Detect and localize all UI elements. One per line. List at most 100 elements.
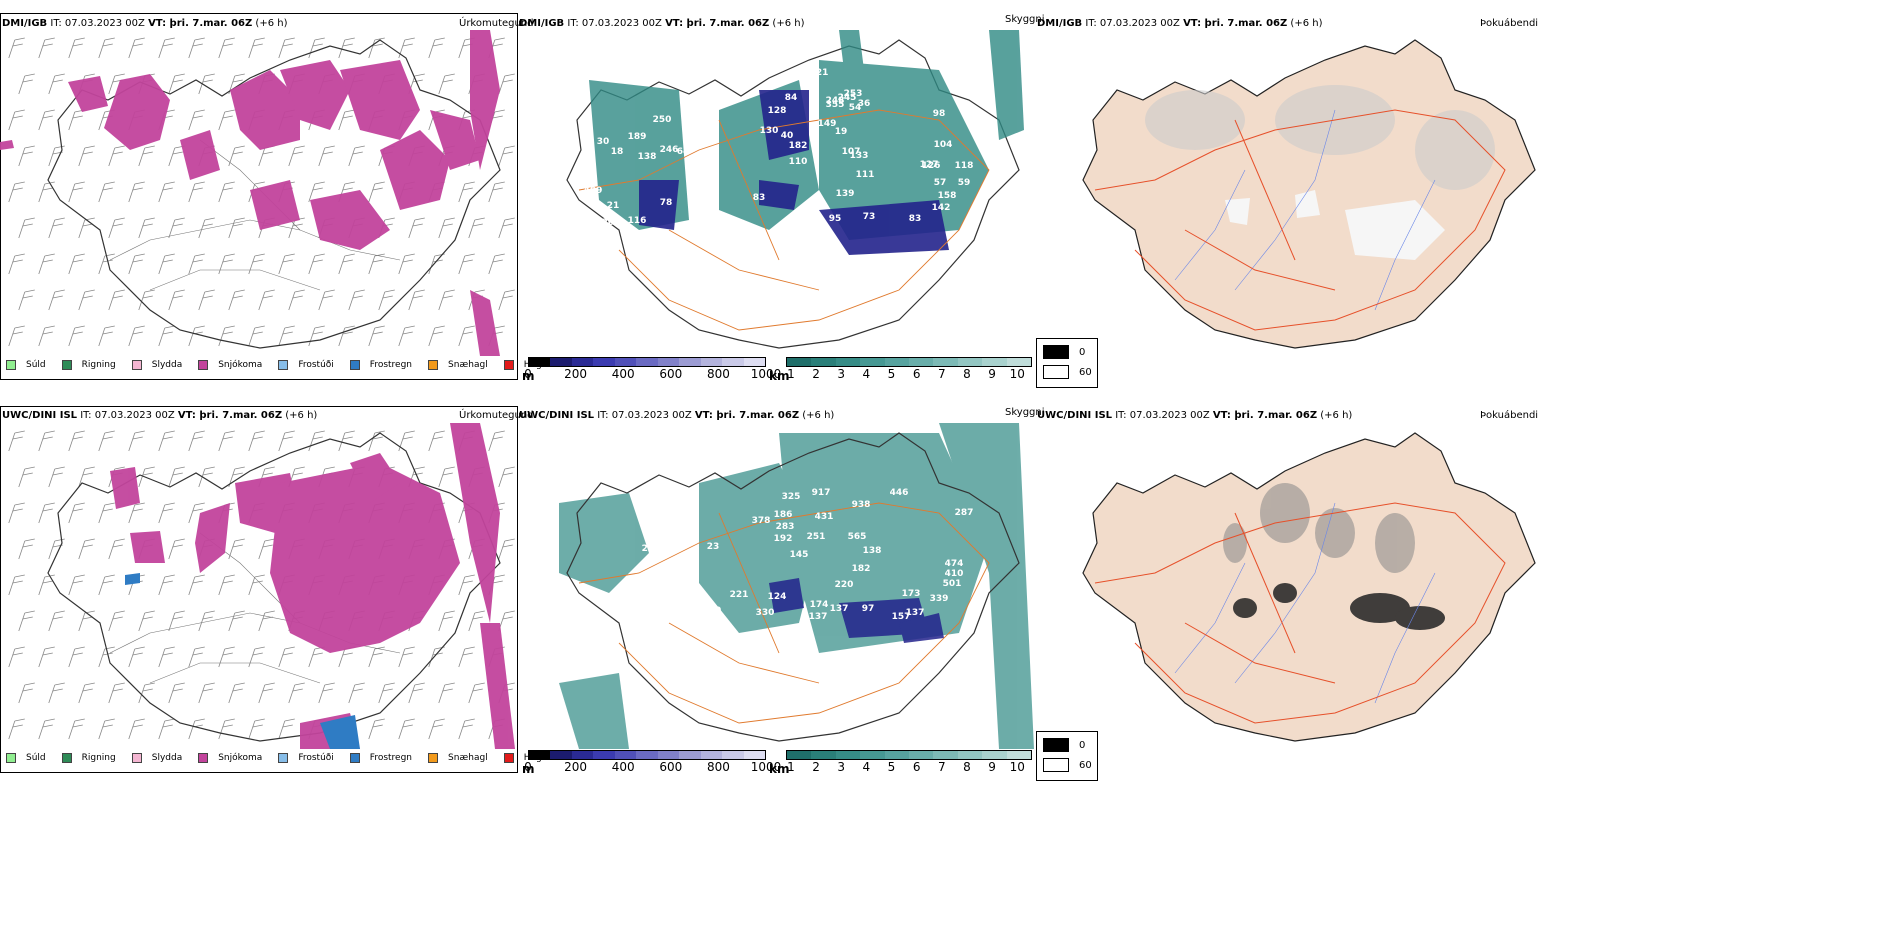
wind-barb bbox=[228, 538, 245, 560]
wind-barb bbox=[438, 217, 455, 239]
wind-barb bbox=[218, 325, 235, 347]
colorbar-tick: 600 bbox=[659, 760, 683, 774]
iceland-coastline bbox=[47, 39, 501, 349]
wind-barb bbox=[98, 574, 115, 596]
cloud-base-value: 186 bbox=[774, 510, 793, 520]
fog-legend-swatch bbox=[1043, 345, 1069, 359]
wind-barb bbox=[438, 610, 455, 632]
colorbar-tick: 800 bbox=[706, 760, 730, 774]
wind-barb bbox=[368, 430, 385, 452]
legend-swatch bbox=[131, 360, 142, 370]
visibility-colorbar: 1 2 3 4 5 6 7 8 9 10 km bbox=[769, 750, 1032, 776]
iceland-coastline bbox=[566, 432, 1020, 742]
legend-label: Frostúði bbox=[298, 753, 334, 763]
wind-barb bbox=[258, 682, 275, 704]
wind-barb bbox=[288, 682, 305, 704]
cloud-base-value: 158 bbox=[938, 191, 957, 201]
colorbar-tick: 3 bbox=[837, 760, 846, 774]
wind-barb bbox=[288, 145, 305, 167]
fog-map bbox=[1082, 39, 1536, 349]
fog-legend-label: 60 bbox=[1079, 366, 1092, 378]
fog-greys bbox=[1145, 85, 1495, 190]
cloud-base-value: 917 bbox=[812, 488, 831, 498]
legend-swatch bbox=[428, 360, 439, 370]
wind-barb bbox=[498, 73, 515, 95]
legend-item: Frostregn bbox=[349, 360, 413, 370]
wind-barb bbox=[48, 466, 65, 488]
colorbar-cells bbox=[786, 750, 1032, 760]
wind-barb bbox=[158, 325, 175, 347]
freezing-rain-areas bbox=[125, 573, 360, 749]
road-network bbox=[578, 502, 990, 724]
colorbar-cell bbox=[860, 751, 885, 759]
cloud-base-value: 95 bbox=[829, 214, 842, 224]
colorbar-cells bbox=[528, 357, 766, 367]
colorbar-cells bbox=[528, 750, 766, 760]
colorbar-cell bbox=[909, 751, 934, 759]
wind-barb bbox=[168, 73, 185, 95]
cloud-base-value: 30 bbox=[709, 606, 722, 616]
cloud-base-value: 137 bbox=[830, 604, 849, 614]
wind-barb bbox=[168, 289, 185, 311]
cloud-base-value: 97 bbox=[862, 604, 875, 614]
wind-barb bbox=[398, 37, 415, 59]
wind-barb bbox=[78, 466, 95, 488]
colorbar-cell bbox=[571, 751, 594, 759]
wind-barb bbox=[398, 718, 415, 740]
colorbar-tick: 3 bbox=[837, 367, 846, 381]
colorbar-cell bbox=[657, 358, 680, 366]
cloud-base-value: 107 bbox=[700, 196, 719, 206]
fog-legend-swatch bbox=[1043, 365, 1069, 379]
legend-swatch bbox=[503, 360, 514, 370]
legend-item: Snæhagl bbox=[428, 753, 488, 763]
wind-barb bbox=[398, 430, 415, 452]
colorbar-tick: 6 bbox=[912, 760, 921, 774]
legend-label: Snjókoma bbox=[218, 753, 263, 763]
rivers bbox=[1174, 109, 1436, 311]
cloud-base-value: 124 bbox=[768, 592, 787, 602]
legend-swatch bbox=[6, 753, 16, 763]
wind-barb bbox=[348, 145, 365, 167]
snow-areas bbox=[110, 423, 515, 749]
wind-barb bbox=[8, 718, 25, 740]
panel-title: UWC/DINI ISL IT: 07.03.2023 00Z VT: þri.… bbox=[519, 410, 835, 421]
colorbar-cell bbox=[811, 358, 836, 366]
wind-barb bbox=[18, 289, 35, 311]
colorbar-tick: 200 bbox=[564, 760, 588, 774]
visibility-areas bbox=[559, 423, 1034, 749]
colorbar-tick: 7 bbox=[937, 760, 946, 774]
wind-barb bbox=[128, 430, 145, 452]
colorbar-cell bbox=[787, 751, 812, 759]
legend-label: Frostregn bbox=[369, 360, 413, 370]
wind-barb bbox=[488, 253, 505, 275]
precip-type-label: Úrkomutegund bbox=[459, 410, 534, 421]
wind-barb bbox=[278, 37, 295, 59]
wind-barb bbox=[18, 538, 35, 560]
cloud-base-value: 110 bbox=[789, 157, 808, 167]
legend-swatch bbox=[503, 753, 514, 763]
fog-legend: 0 60 bbox=[1036, 731, 1098, 781]
wind-barb bbox=[218, 253, 235, 275]
wind-barb bbox=[408, 289, 425, 311]
legend-label: Snæhagl bbox=[448, 753, 488, 763]
cloud-base-value: 250 bbox=[653, 115, 672, 125]
colorbar-cell bbox=[884, 358, 910, 366]
cloud-base-value: 173 bbox=[902, 589, 921, 599]
colorbar-cell bbox=[679, 751, 701, 759]
legend-label: Frostúði bbox=[298, 360, 334, 370]
colorbar-cell bbox=[743, 751, 765, 759]
cloud-base-value: 142 bbox=[932, 203, 951, 213]
legend-item: Rigning bbox=[61, 753, 116, 763]
wind-barb bbox=[458, 718, 475, 740]
wind-barb bbox=[278, 325, 295, 347]
colorbar-tick: 8 bbox=[963, 367, 971, 381]
cloud-base-value: 107 bbox=[842, 147, 861, 157]
colorbar-tick: 600 bbox=[659, 367, 683, 381]
wind-barb bbox=[498, 289, 515, 311]
colorbar-tick: 400 bbox=[611, 367, 635, 381]
wind-barb bbox=[78, 217, 95, 239]
wind-barb bbox=[488, 181, 505, 203]
legend-swatch bbox=[61, 360, 72, 370]
wind-barb bbox=[198, 466, 215, 488]
